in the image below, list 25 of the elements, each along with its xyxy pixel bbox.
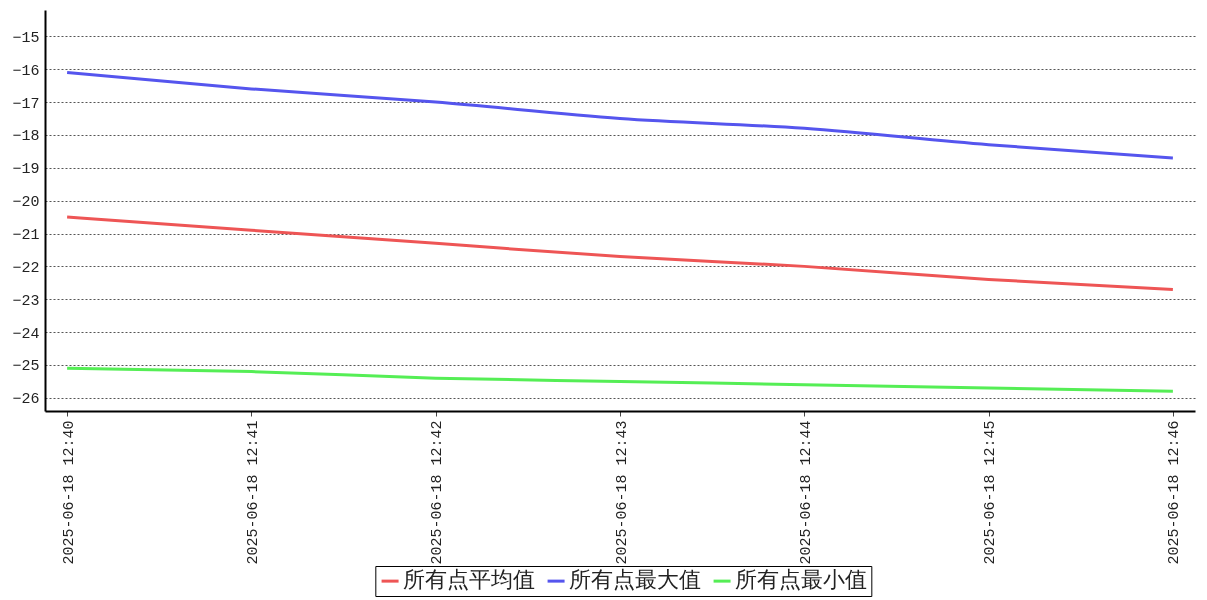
- y-tick-label: −22: [12, 259, 40, 277]
- y-tick-label: −24: [12, 325, 40, 343]
- y-tick-label: −25: [12, 358, 40, 376]
- x-tick-label: 2025-06-18 12:42: [429, 420, 447, 565]
- y-tick-label: −20: [12, 194, 40, 212]
- line-series: [65, 70, 1175, 160]
- y-tick-label: −18: [12, 128, 40, 146]
- line-series: [65, 366, 1175, 393]
- legend-label: 所有点平均值: [402, 568, 535, 593]
- x-tick-label: 2025-06-18 12:45: [982, 420, 1000, 565]
- y-tick-label: −26: [12, 391, 40, 409]
- x-tick-label: 2025-06-18 12:40: [60, 420, 78, 565]
- legend-label: 所有点最大值: [568, 568, 701, 593]
- y-tick-label: −23: [12, 292, 40, 310]
- y-tick-label: −17: [12, 95, 40, 113]
- y-tick-label: −16: [12, 62, 40, 80]
- legend-label: 所有点最小值: [734, 568, 867, 593]
- x-tick-label: 2025-06-18 12:41: [244, 420, 262, 565]
- x-tick-label: 2025-06-18 12:46: [1166, 420, 1184, 565]
- y-tick-label: −19: [12, 161, 40, 179]
- line-series: [65, 215, 1175, 291]
- x-tick-label: 2025-06-18 12:44: [797, 420, 815, 565]
- x-tick-label: 2025-06-18 12:43: [613, 420, 631, 565]
- y-tick-label: −15: [12, 29, 40, 47]
- y-tick-label: −21: [12, 227, 40, 245]
